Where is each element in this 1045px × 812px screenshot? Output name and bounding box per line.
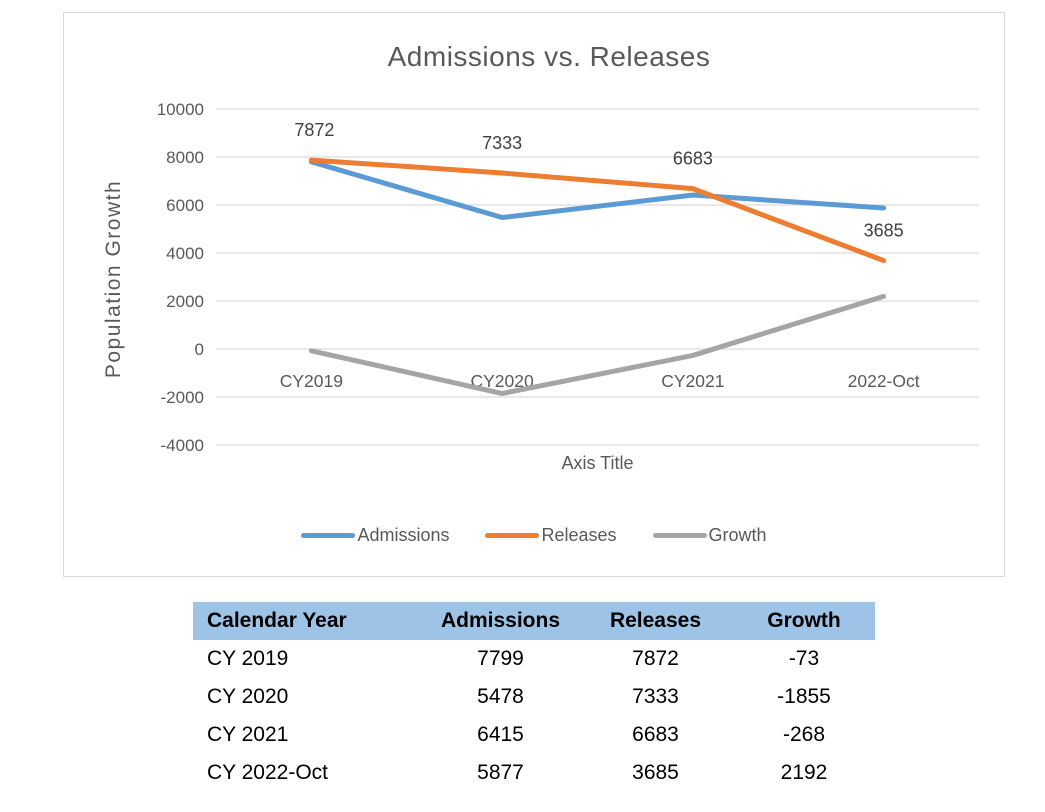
chart-plot-area: 10000 8000 6000 4000 2000 0 -2000 -4000 CY2019 CY…	[157, 100, 979, 455]
y-tick-label: 8000	[166, 148, 204, 167]
admissions-line-swatch-icon	[301, 533, 356, 538]
y-tick-label: -4000	[161, 436, 204, 455]
column-header-calendar-year: Calendar Year	[207, 609, 347, 632]
column-header-growth: Growth	[767, 609, 841, 632]
legend-item-growth: Growth	[652, 525, 767, 546]
x-category-label: CY2020	[471, 371, 535, 391]
series-line-releases	[308, 157, 887, 264]
data-label: 7872	[294, 120, 334, 140]
chart-legend: Admissions Releases Growth	[64, 525, 1004, 546]
releases-line-swatch-icon	[485, 533, 540, 538]
data-label: 6683	[673, 149, 713, 169]
cell-releases: 7872	[632, 647, 679, 670]
y-tick-label: -2000	[161, 388, 204, 407]
cell-admissions: 5877	[477, 761, 524, 784]
summary-table: Calendar Year Admissions Releases Growth…	[193, 602, 875, 792]
chart-title: Admissions vs. Releases	[387, 41, 711, 72]
cell-growth: 2192	[780, 761, 828, 784]
cell-releases: 3685	[632, 761, 679, 784]
cell-releases: 6683	[632, 723, 679, 746]
legend-label: Releases	[541, 525, 617, 545]
x-category-label: CY2019	[280, 371, 343, 391]
cell-growth: -1855	[777, 685, 831, 708]
y-tick-label: 6000	[166, 196, 204, 215]
table-row: CY 2019 7799 7872 -73	[193, 640, 875, 678]
y-axis-title: Population Growth	[102, 179, 125, 379]
cell-admissions: 6415	[477, 723, 524, 746]
data-label: 7333	[482, 133, 522, 153]
cell-growth: -73	[788, 647, 820, 670]
x-category-label: 2022-Oct	[848, 371, 920, 391]
cell-calendar-year: CY 2022-Oct	[207, 761, 329, 784]
growth-line-swatch-icon	[652, 533, 707, 538]
table-row: CY 2022-Oct 5877 3685 2192	[193, 754, 875, 792]
legend-label: Admissions	[357, 525, 450, 545]
cell-calendar-year: CY 2021	[207, 723, 289, 746]
column-header-admissions: Admissions	[440, 609, 561, 632]
cell-growth: -268	[782, 723, 826, 746]
data-label: 3685	[864, 221, 904, 241]
y-tick-label: 2000	[166, 292, 204, 311]
y-tick-label: 10000	[157, 100, 204, 119]
column-header-releases: Releases	[609, 609, 702, 632]
cell-releases: 7333	[632, 685, 679, 708]
cell-admissions: 5478	[477, 685, 524, 708]
chart-card: 10000 8000 6000 4000 2000 0 -2000 -4000 CY2019 CY…	[63, 12, 1005, 577]
cell-calendar-year: CY 2019	[207, 647, 289, 670]
cell-calendar-year: CY 2020	[207, 685, 289, 708]
x-category-label: CY2021	[661, 371, 724, 391]
legend-label: Growth	[708, 525, 767, 545]
legend-item-admissions: Admissions	[301, 525, 449, 546]
table-row: CY 2021 6415 6683 -268	[193, 716, 875, 754]
y-tick-label: 4000	[166, 244, 204, 263]
series-line-admissions	[308, 159, 887, 221]
table-row: CY 2020 5478 7333 -1855	[193, 678, 875, 716]
cell-admissions: 7799	[477, 647, 524, 670]
series-line-growth	[308, 293, 887, 397]
legend-item-releases: Releases	[485, 525, 617, 546]
y-tick-label: 0	[195, 340, 204, 359]
table-header-row: Calendar Year Admissions Releases Growth	[193, 602, 875, 640]
x-axis-title: Axis Title	[561, 453, 634, 473]
